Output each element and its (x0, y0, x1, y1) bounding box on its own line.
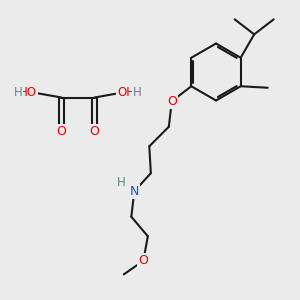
Text: H: H (14, 86, 22, 100)
Text: O: O (167, 95, 177, 108)
Text: N: N (130, 185, 139, 198)
Text: H: H (133, 86, 142, 100)
Text: H: H (117, 176, 126, 189)
Text: O: O (138, 254, 148, 267)
Text: O: O (90, 124, 99, 138)
Text: HO: HO (19, 86, 37, 100)
Text: O: O (57, 124, 66, 138)
Text: OH: OH (117, 86, 135, 100)
